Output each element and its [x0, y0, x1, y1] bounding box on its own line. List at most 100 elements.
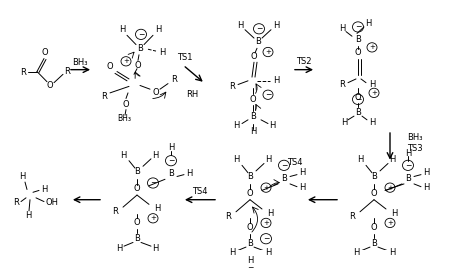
Text: H: H: [250, 128, 256, 136]
Text: H: H: [41, 185, 47, 194]
Text: H: H: [369, 118, 375, 127]
Text: O: O: [355, 93, 361, 102]
Text: BH₃: BH₃: [407, 133, 422, 142]
Text: H: H: [341, 118, 347, 127]
Text: H: H: [357, 155, 363, 164]
Text: H: H: [168, 143, 174, 152]
Text: −: −: [355, 22, 361, 31]
Text: −: −: [265, 90, 271, 99]
Text: O: O: [123, 100, 129, 108]
Text: H: H: [269, 121, 275, 130]
Text: BH₃: BH₃: [72, 58, 88, 67]
Text: O: O: [371, 189, 377, 198]
Text: H: H: [25, 211, 31, 220]
Text: H: H: [389, 155, 395, 164]
Text: H: H: [391, 209, 397, 218]
Text: O: O: [250, 95, 256, 104]
Text: H: H: [233, 155, 239, 164]
Text: B: B: [250, 112, 256, 121]
Text: TS1: TS1: [177, 53, 193, 62]
Text: O: O: [135, 61, 141, 69]
Text: +: +: [123, 58, 129, 64]
Text: O: O: [153, 89, 159, 97]
Text: H: H: [154, 204, 160, 214]
Text: H: H: [155, 25, 161, 34]
Text: +: +: [263, 220, 269, 226]
Text: H: H: [423, 183, 429, 192]
Text: R: R: [171, 75, 177, 84]
Text: R: R: [349, 212, 355, 221]
Text: H: H: [229, 248, 235, 257]
Text: R: R: [339, 80, 345, 89]
Text: −: −: [150, 179, 156, 187]
Text: H: H: [237, 21, 243, 30]
Text: H: H: [119, 25, 125, 34]
Text: R: R: [225, 212, 231, 221]
Text: B: B: [134, 167, 140, 176]
Text: O: O: [246, 189, 253, 198]
Text: R: R: [101, 92, 107, 101]
Text: O: O: [355, 48, 361, 58]
Text: +: +: [265, 49, 271, 55]
Text: O: O: [42, 48, 48, 58]
Text: H: H: [19, 172, 25, 181]
Text: O: O: [107, 62, 113, 71]
Text: TS2: TS2: [296, 57, 312, 66]
Text: O: O: [134, 184, 140, 193]
Text: +: +: [150, 215, 156, 221]
Text: H: H: [273, 21, 279, 30]
Text: B: B: [371, 239, 377, 248]
Text: +: +: [387, 220, 393, 226]
Text: RH: RH: [186, 90, 198, 99]
Text: −: −: [281, 161, 287, 170]
Text: −: −: [355, 95, 361, 104]
Text: B: B: [168, 169, 174, 178]
Text: H: H: [353, 248, 359, 257]
Text: R: R: [64, 67, 70, 76]
Text: O: O: [251, 52, 257, 61]
Text: H: H: [116, 243, 122, 253]
Text: H: H: [339, 24, 345, 33]
Text: C: C: [372, 209, 376, 215]
Text: H: H: [273, 76, 279, 85]
Text: B: B: [355, 36, 361, 44]
Text: O: O: [371, 223, 377, 232]
Text: +: +: [369, 44, 375, 50]
Text: TS4: TS4: [192, 187, 208, 196]
Text: O: O: [134, 218, 140, 227]
Text: TS3: TS3: [407, 144, 423, 153]
Text: B: B: [281, 174, 287, 183]
Text: C: C: [251, 80, 255, 86]
Text: H: H: [267, 209, 273, 218]
Text: O: O: [46, 81, 53, 90]
Text: H: H: [159, 48, 165, 56]
Text: TS4: TS4: [287, 158, 303, 167]
Text: −: −: [256, 24, 262, 33]
Text: H: H: [186, 169, 192, 178]
Text: H: H: [365, 19, 371, 28]
Text: OH: OH: [46, 198, 58, 207]
Text: H: H: [265, 155, 271, 164]
Text: H: H: [152, 151, 158, 160]
Text: −: −: [247, 263, 253, 269]
Text: +: +: [371, 90, 377, 96]
Text: R: R: [20, 68, 26, 77]
Text: H: H: [423, 168, 429, 177]
Text: O: O: [246, 223, 253, 232]
Text: −: −: [138, 30, 144, 39]
Text: R: R: [13, 198, 19, 207]
Text: B: B: [247, 172, 253, 181]
Text: B: B: [355, 108, 361, 117]
Text: BH₃: BH₃: [117, 114, 131, 123]
Text: B: B: [137, 44, 143, 53]
Text: H: H: [247, 256, 253, 265]
Text: H: H: [389, 248, 395, 257]
Text: R: R: [229, 82, 235, 91]
Text: +: +: [263, 185, 269, 191]
Text: B: B: [255, 37, 261, 46]
Text: −: −: [263, 234, 269, 243]
Text: H: H: [152, 243, 158, 253]
Text: −: −: [168, 156, 174, 165]
Text: H: H: [299, 183, 305, 192]
Text: H: H: [369, 80, 375, 89]
